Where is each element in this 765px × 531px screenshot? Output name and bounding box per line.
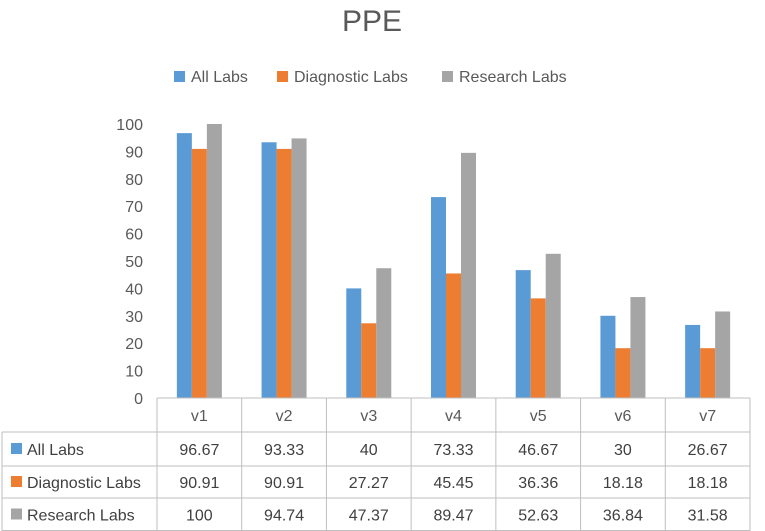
bar-v7-series-1 xyxy=(685,324,701,398)
data-label: 100 xyxy=(186,508,213,525)
x-category-label: v5 xyxy=(530,408,547,425)
data-label: 52.63 xyxy=(518,508,558,525)
legend-label-1: All Labs xyxy=(191,69,248,86)
data-label: 73.33 xyxy=(433,442,473,459)
bar-v5-series-2 xyxy=(530,298,546,398)
y-tick-label: 70 xyxy=(125,199,143,216)
data-label: 27.27 xyxy=(349,475,389,492)
bar-v3-series-2 xyxy=(361,323,377,398)
bar-v1-series-3 xyxy=(206,124,222,398)
y-axis: 0 10 20 30 40 50 60 70 80 90 100 xyxy=(116,117,143,408)
chart-title: PPE xyxy=(342,5,402,38)
table-swatch-3 xyxy=(11,508,22,520)
y-tick-label: 40 xyxy=(125,281,143,298)
legend-swatch-3 xyxy=(442,71,453,82)
y-tick-label: 20 xyxy=(125,336,143,353)
x-category-label: v2 xyxy=(276,408,293,425)
bar-v3-series-1 xyxy=(346,288,362,398)
y-tick-label: 30 xyxy=(125,309,143,326)
data-label: 40 xyxy=(360,442,378,459)
bar-v5-series-1 xyxy=(515,270,531,398)
legend: All Labs Diagnostic Labs Research Labs xyxy=(174,69,567,86)
data-label: 31.58 xyxy=(688,508,728,525)
y-tick-label: 60 xyxy=(125,227,143,244)
y-tick-label: 0 xyxy=(134,391,143,408)
bar-v6-series-2 xyxy=(615,348,631,398)
bar-v6-series-3 xyxy=(630,297,646,398)
data-label: 36.36 xyxy=(518,475,558,492)
data-label: 30 xyxy=(614,442,632,459)
table-row-label-1: All Labs xyxy=(27,442,84,459)
data-label: 18.18 xyxy=(688,475,728,492)
x-category-label: v6 xyxy=(614,408,631,425)
bar-v4-series-1 xyxy=(431,197,446,398)
data-label: 26.67 xyxy=(688,442,728,459)
table-row-label-2: Diagnostic Labs xyxy=(27,475,141,492)
bar-v1-series-2 xyxy=(191,148,207,398)
table-swatch-1 xyxy=(11,443,22,454)
y-tick-label: 80 xyxy=(125,172,143,189)
bars xyxy=(176,124,731,398)
bar-v2-series-3 xyxy=(291,138,307,398)
bar-v4-series-2 xyxy=(446,273,461,398)
x-category-label: v7 xyxy=(699,408,716,425)
bar-v5-series-3 xyxy=(545,253,561,398)
data-label: 93.33 xyxy=(264,442,304,459)
legend-swatch-1 xyxy=(174,71,185,82)
x-category-label: v3 xyxy=(360,408,377,425)
data-label: 36.84 xyxy=(603,508,643,525)
bar-v7-series-3 xyxy=(715,311,731,398)
y-tick-label: 10 xyxy=(125,364,143,381)
data-table: v1 v2 v3 v4 v5 v6 v7 All Labs 96.67 93.33 40 73.33 4… xyxy=(1,397,751,531)
bar-v2-series-1 xyxy=(261,142,277,398)
data-label: 94.74 xyxy=(264,508,304,525)
data-label: 45.45 xyxy=(433,475,473,492)
bar-v3-series-3 xyxy=(376,268,392,398)
table-row-label-3: Research Labs xyxy=(27,508,135,525)
data-label: 96.67 xyxy=(179,442,219,459)
data-label: 46.67 xyxy=(518,442,558,459)
data-label: 90.91 xyxy=(179,475,219,492)
bar-v1-series-1 xyxy=(176,133,192,398)
data-label: 89.47 xyxy=(433,508,473,525)
bar-v6-series-1 xyxy=(600,315,616,398)
x-category-label: v4 xyxy=(445,408,462,425)
y-tick-label: 100 xyxy=(116,117,143,134)
x-category-label: v1 xyxy=(191,408,208,425)
bar-v7-series-2 xyxy=(700,348,716,398)
data-label: 47.37 xyxy=(349,508,389,525)
bar-v4-series-3 xyxy=(461,152,476,398)
legend-label-3: Research Labs xyxy=(459,69,567,86)
y-tick-label: 90 xyxy=(125,144,143,161)
legend-label-2: Diagnostic Labs xyxy=(294,69,408,86)
table-swatch-2 xyxy=(11,476,22,487)
data-label: 18.18 xyxy=(603,475,643,492)
data-label: 90.91 xyxy=(264,475,304,492)
bar-v2-series-2 xyxy=(276,148,292,398)
y-tick-label: 50 xyxy=(125,254,143,271)
legend-swatch-2 xyxy=(277,71,288,82)
